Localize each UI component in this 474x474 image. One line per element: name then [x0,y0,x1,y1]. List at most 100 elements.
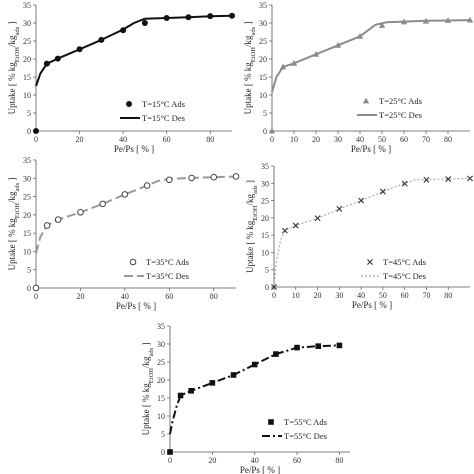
x-tick-label: 60 [293,456,301,465]
series-line-des [35,175,237,254]
data-point-ads [400,18,408,25]
data-point-ads [98,36,105,43]
x-tick-label: 60 [401,291,409,300]
x-tick-label: 80 [444,291,452,300]
data-point-ads [163,14,170,21]
x-tick-label: 40 [119,135,127,144]
y-tick-label: 25 [261,197,269,206]
legend-label-des: T=45°C Des [383,271,426,281]
x-tick-label: 60 [163,135,171,144]
x-tick-label: 60 [400,135,408,144]
data-point-ads [315,343,322,349]
series-line-des [271,19,471,93]
data-point-ads [336,342,343,349]
data-point-ads [54,216,62,223]
y-tick-label: 35 [23,1,31,10]
data-point-ads [143,182,151,189]
y-tick-label: 5 [263,109,267,118]
series-line-des [35,14,233,87]
x-tick-label: 30 [334,135,342,144]
data-point-ads [188,174,195,182]
data-point-ads [336,205,343,212]
y-axis-label: Uptake [ % kgEtOH/kgads ] [243,22,257,115]
legend-label-des: T=25°C Des [379,110,422,120]
y-tick-label: 25 [259,37,267,46]
y-tick-label: 0 [27,284,31,293]
data-point-ads [167,449,173,455]
x-tick-label: 20 [208,456,216,465]
chart-panel-55c: 0 5 10 15 20 25 30 35 0 20 40 60 80 Pe/Ps [ % ] Uptake… [141,322,350,474]
legend-label-ads: T=35°C Ads [146,257,189,267]
data-point-ads [43,222,51,229]
x-tick-label: 50 [379,291,387,300]
data-point-ads [209,380,216,386]
x-tick-label: 80 [206,135,214,144]
y-tick-label: 5 [27,109,31,118]
data-point-ads [207,13,214,20]
data-point-ads [334,41,342,48]
x-tick-label: 60 [165,292,173,301]
x-tick-label: 50 [378,135,386,144]
data-point-ads [229,12,235,19]
legend-label-des: T=55°C Des [284,431,327,441]
y-tick-label: 25 [23,37,31,46]
data-point-ads [314,215,321,222]
y-tick-label: 15 [261,231,269,240]
x-tick-label: 40 [121,292,129,301]
data-point-ads [358,197,365,204]
data-point-ads [279,63,287,70]
y-tick-label: 30 [157,340,165,349]
legend-marker-ads [362,97,370,104]
x-tick-label: 10 [292,291,300,300]
y-tick-label: 5 [161,430,165,439]
legend-marker-ads [129,258,137,266]
legend-label-ads: T=15°C Ads [142,99,185,109]
data-point-ads [401,180,408,187]
data-point-ads [379,188,386,195]
data-point-ads [43,60,50,67]
x-axis-label: Pe/Ps [ % ] [240,465,280,474]
y-axis-label: Uptake [ % kgEtOH/kgads ] [7,178,21,271]
data-point-ads [99,200,106,208]
data-point-ads [33,128,39,134]
y-axis-label: Uptake [ % kgEtOH/kgads ] [141,343,155,436]
data-point-ads [356,32,364,39]
x-tick-label: 80 [210,292,218,301]
y-tick-label: 30 [259,19,267,28]
chart-panel-45c: 0 5 10 15 20 25 30 35 0 10 20 30 40 50 60 70 80 Pe/Ps [ %… [245,162,473,310]
x-tick-label: 80 [335,456,343,465]
x-tick-label: 20 [314,291,322,300]
y-tick-label: 5 [27,266,31,275]
legend-label-ads: T=45°C Ads [383,257,426,267]
x-tick-label: 80 [444,135,452,144]
data-point-ads [166,176,173,184]
y-tick-label: 15 [23,73,31,82]
data-point-ads [423,176,430,183]
data-point-ads [141,20,148,26]
y-tick-label: 15 [23,229,31,238]
y-tick-label: 10 [23,247,31,256]
data-point-ads [292,222,299,229]
data-point-ads [230,372,237,378]
data-point-ads [77,208,84,216]
data-point-ads [76,46,83,53]
data-point-ads [188,388,194,394]
legend-label-des: T=15°C Des [142,113,185,123]
x-tick-label: 70 [422,291,430,300]
x-tick-label: 0 [272,291,276,300]
data-point-ads [378,22,386,28]
x-tick-label: 10 [290,135,298,144]
series-line-des [273,177,471,288]
data-point-ads [445,176,452,183]
x-tick-label: 0 [34,292,38,301]
legend-marker-ads [367,259,373,265]
y-tick-label: 10 [157,412,165,421]
y-tick-label: 35 [261,162,269,171]
y-tick-label: 30 [23,19,31,28]
data-point-ads [251,361,258,368]
y-axis-label: Uptake [ % kgEtOH/kgads ] [7,22,21,115]
x-axis-label: Pe/Ps [ % ] [116,301,156,311]
y-tick-label: 20 [157,376,165,385]
data-point-ads [120,27,127,34]
